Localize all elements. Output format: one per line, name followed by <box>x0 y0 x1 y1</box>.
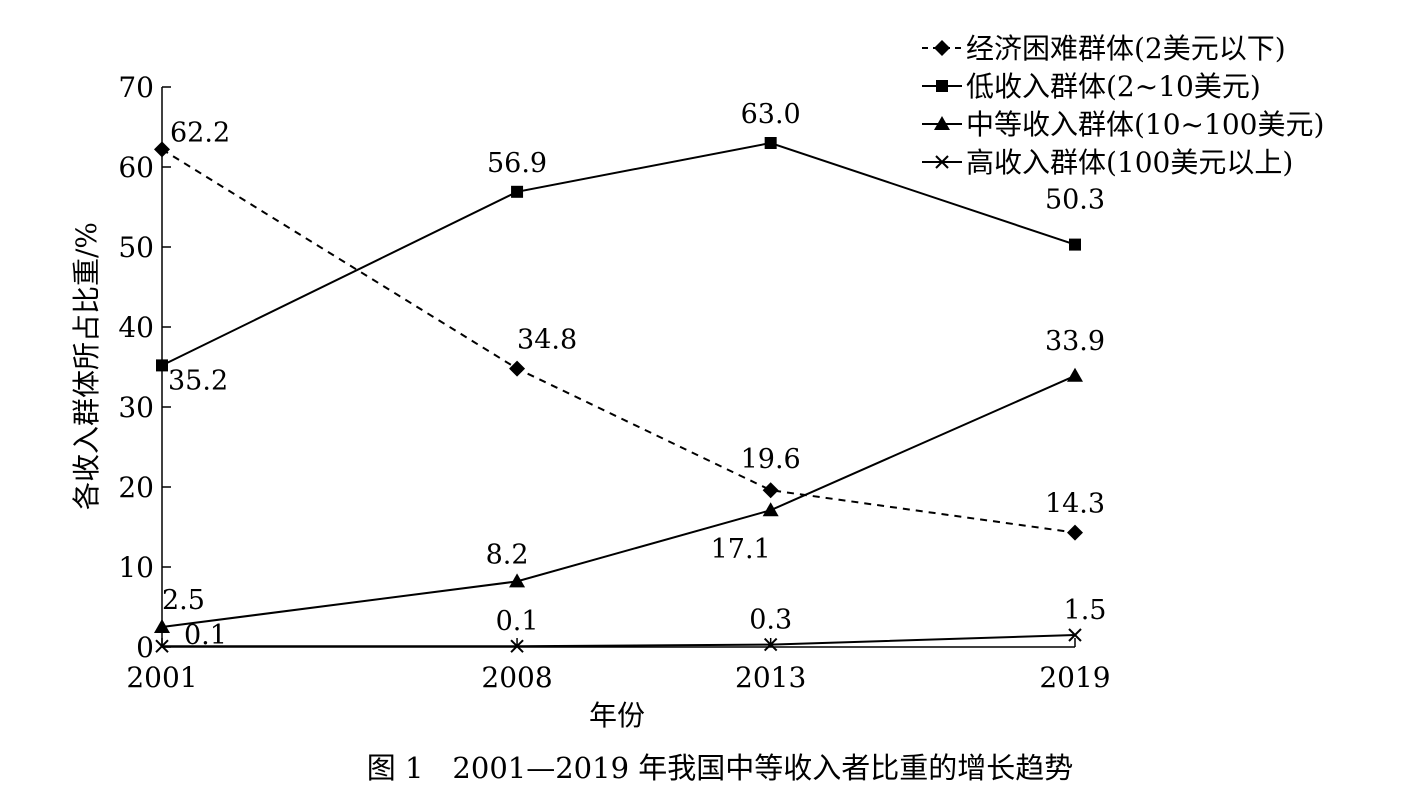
series-point <box>511 185 524 198</box>
legend-marker <box>936 80 948 92</box>
x-marker-stroke <box>510 639 524 653</box>
y-tick-label: 20 <box>118 471 154 504</box>
x-tick-label: 2019 <box>1039 661 1110 694</box>
series-point <box>1067 524 1083 541</box>
y-tick-label: 50 <box>118 231 154 264</box>
x-marker-stroke <box>1068 628 1082 642</box>
x-axis-title: 年份 <box>589 699 645 732</box>
series-point <box>510 639 524 653</box>
legend-item-0: 经济困难群体(2美元以下) <box>922 32 1286 65</box>
data-label: 19.6 <box>741 444 801 475</box>
x-marker-stroke <box>935 155 949 169</box>
legend-marker <box>934 116 950 130</box>
x-marker-stroke <box>763 637 778 652</box>
series-point <box>156 359 168 372</box>
series-point <box>764 137 777 149</box>
series-line <box>161 374 1076 628</box>
series-point <box>155 639 169 653</box>
axes: 0 10 20 30 40 50 60 70 2001 2008 2013 2019 <box>118 71 1110 694</box>
series-layer: 62.2 34.8 19.6 14.3 35.2 56.9 63.0 50.3 2.5 8.2 17… <box>154 99 1107 653</box>
series-point <box>1067 367 1083 382</box>
data-label: 0.1 <box>184 620 227 651</box>
data-label: 1.5 <box>1064 595 1107 626</box>
series-2: 2.5 8.2 17.1 33.9 <box>154 326 1105 633</box>
legend-label: 经济困难群体(2美元以下) <box>966 32 1286 65</box>
legend-label: 高收入群体(100美元以上) <box>966 146 1293 179</box>
series-0: 62.2 34.8 19.6 14.3 <box>154 117 1105 541</box>
y-tick-label: 10 <box>118 551 154 584</box>
y-tick-label: 30 <box>118 391 154 424</box>
data-label: 2.5 <box>162 585 205 616</box>
data-label: 0.3 <box>749 605 792 636</box>
data-label: 50.3 <box>1045 185 1105 216</box>
data-label: 8.2 <box>486 539 529 570</box>
y-tick-label: 40 <box>118 311 154 344</box>
data-label: 56.9 <box>487 148 547 179</box>
x-tick-label: 2008 <box>481 661 552 694</box>
data-label: 0.1 <box>496 606 539 637</box>
x-marker-stroke <box>155 639 169 653</box>
series-point <box>763 637 778 652</box>
legend-marker <box>935 155 949 169</box>
series-point <box>1069 238 1081 251</box>
x-tick-label: 2001 <box>126 661 197 694</box>
data-label: 34.8 <box>517 325 577 356</box>
legend: 经济困难群体(2美元以下) 低收入群体(2~10美元) 中等收入群体(10~100美… <box>922 32 1324 179</box>
x-tick-label: 2013 <box>735 661 806 694</box>
series-point <box>762 502 779 517</box>
data-label: 35.2 <box>168 365 228 396</box>
legend-item-1: 低收入群体(2~10美元) <box>922 70 1261 103</box>
series-1: 35.2 56.9 63.0 50.3 <box>156 99 1105 396</box>
y-tick-label: 70 <box>118 71 154 104</box>
data-label: 63.0 <box>741 99 801 130</box>
series-point <box>154 619 170 633</box>
data-label: 14.3 <box>1045 489 1105 520</box>
series-3: 0.1 0.1 0.3 1.5 <box>155 595 1107 653</box>
legend-item-2: 中等收入群体(10~100美元) <box>922 108 1324 141</box>
figure-caption: 图 1 2001—2019 年我国中等收入者比重的增长趋势 <box>367 751 1074 785</box>
y-tick-label: 0 <box>136 631 154 664</box>
series-line <box>161 148 1076 534</box>
legend-item-3: 高收入群体(100美元以上) <box>922 146 1293 179</box>
series-point <box>762 482 779 499</box>
data-label: 62.2 <box>170 117 230 148</box>
series-point <box>1068 628 1082 642</box>
legend-label: 中等收入群体(10~100美元) <box>966 108 1324 141</box>
series-point <box>509 360 526 377</box>
y-tick-label: 60 <box>118 151 154 184</box>
data-label: 17.1 <box>711 534 771 565</box>
legend-marker <box>934 40 950 56</box>
series-point <box>509 573 526 588</box>
y-axis-title: 各收入群体所占比重/% <box>70 222 103 510</box>
series-line <box>161 141 1076 367</box>
legend-label: 低收入群体(2~10美元) <box>966 70 1261 103</box>
series-point <box>154 141 170 158</box>
series-line <box>162 634 1076 648</box>
data-label: 33.9 <box>1045 326 1105 357</box>
